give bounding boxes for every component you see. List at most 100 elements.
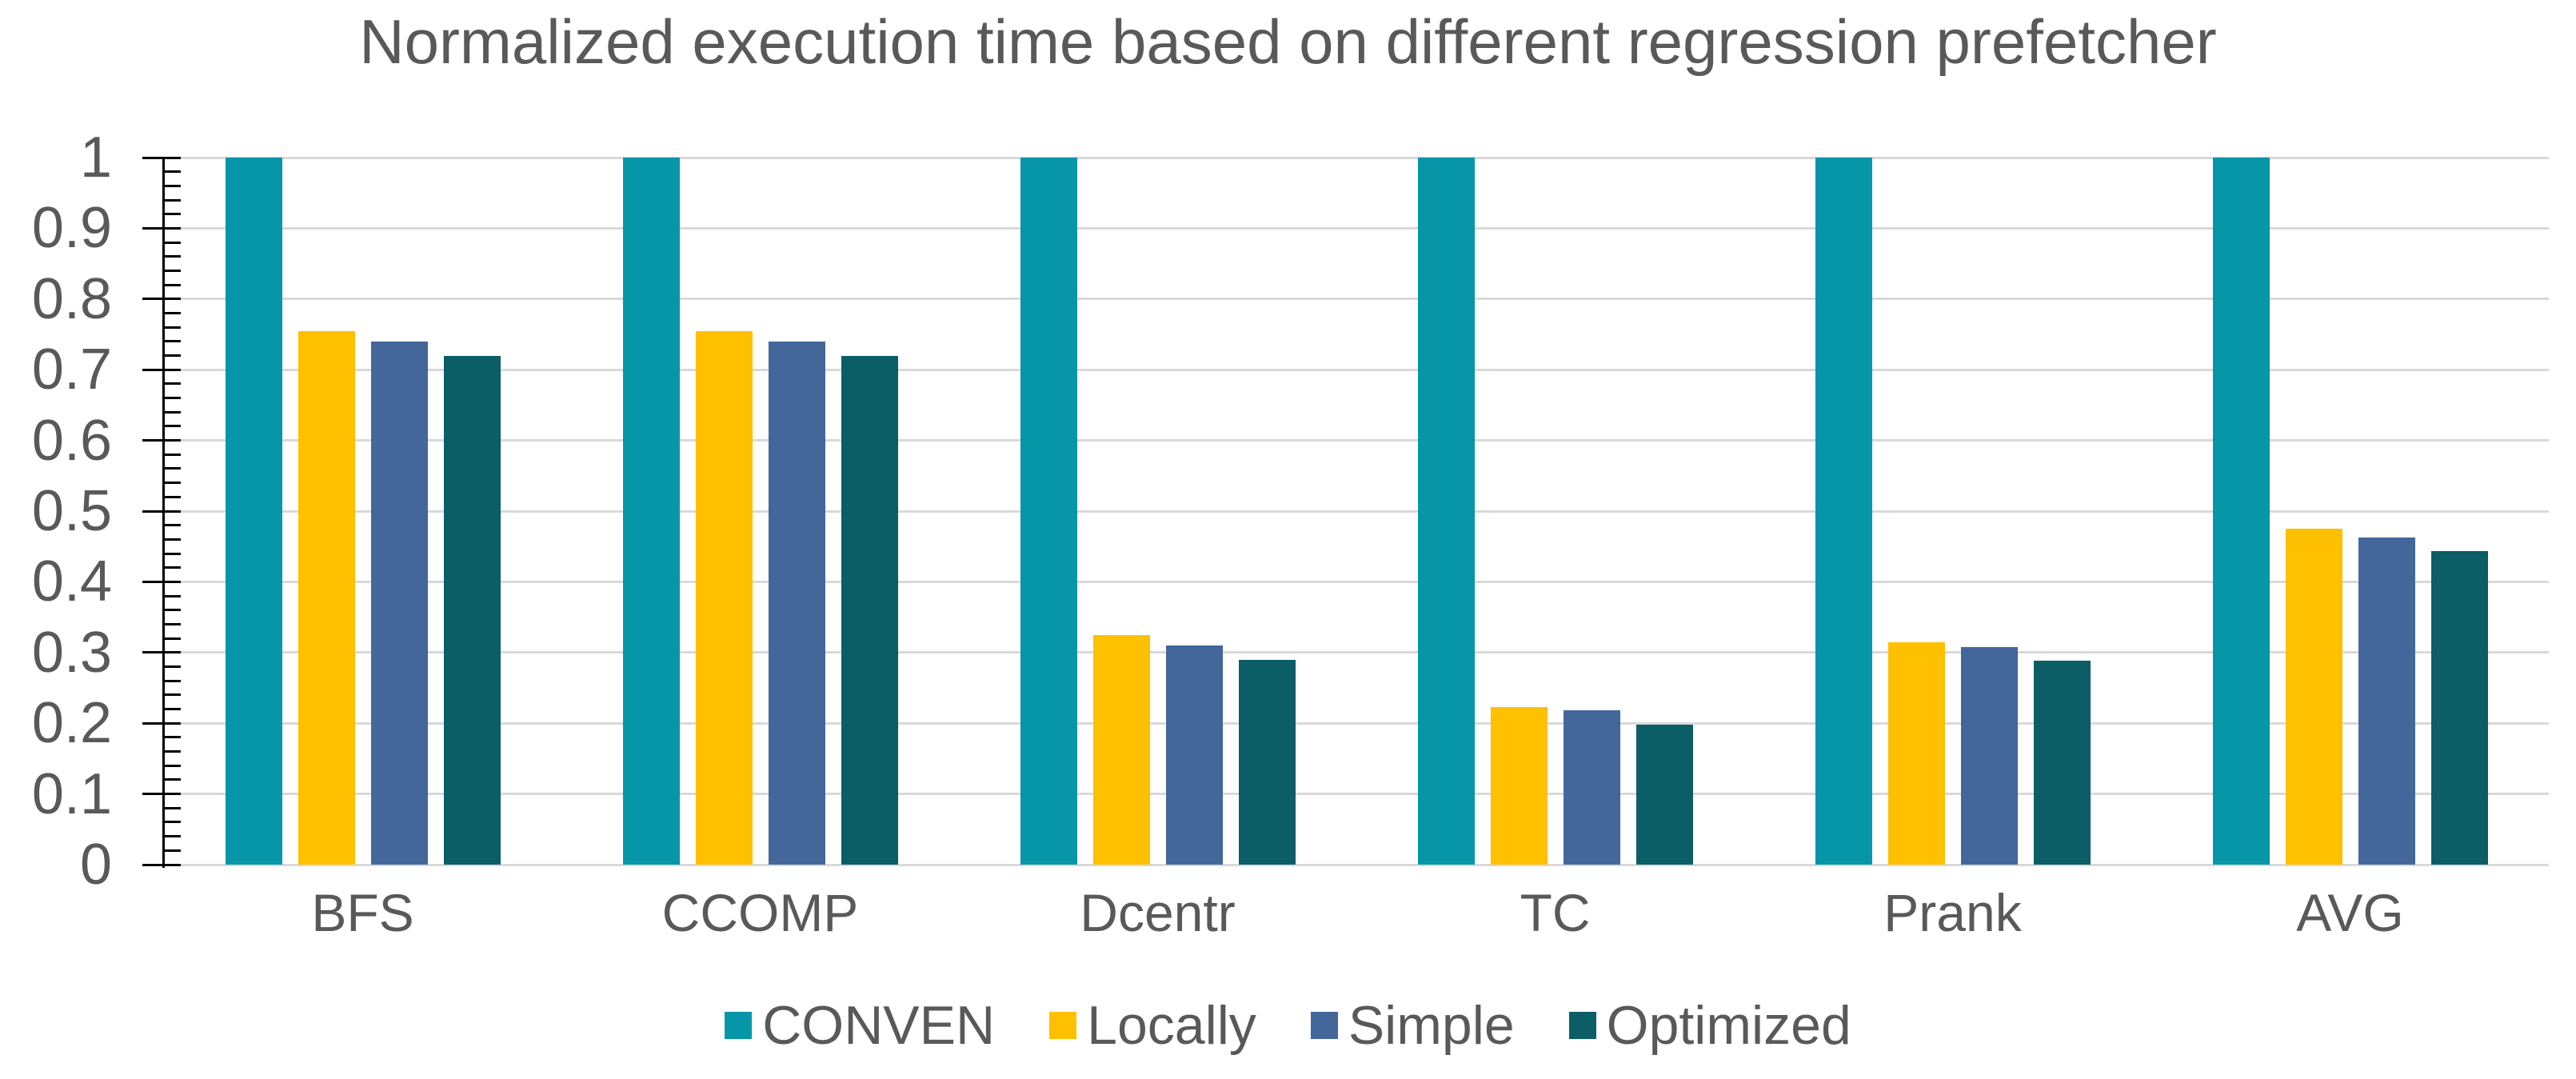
y-minor-tick xyxy=(165,566,181,569)
bar-Simple-BFS xyxy=(370,341,428,865)
bar-Locally-TC xyxy=(1490,706,1548,865)
gridline xyxy=(164,863,2549,866)
bar-CONVEN-CCOMP xyxy=(622,158,680,865)
bar-Simple-Prank xyxy=(1960,646,2018,865)
y-minor-tick xyxy=(165,849,181,852)
bar-CONVEN-Dcentr xyxy=(1020,158,1077,865)
y-minor-tick xyxy=(165,609,181,612)
legend-swatch-icon xyxy=(1049,1012,1077,1039)
y-minor-tick xyxy=(165,482,181,485)
y-minor-tick xyxy=(165,326,181,329)
y-minor-tick xyxy=(165,213,181,216)
legend-swatch-icon xyxy=(1568,1012,1596,1039)
x-axis-label: Dcentr xyxy=(1080,883,1236,942)
y-minor-tick xyxy=(165,269,181,272)
bar-Optimized-Prank xyxy=(2033,661,2091,865)
y-minor-tick xyxy=(165,410,181,414)
y-tick-label: 0 xyxy=(79,833,112,897)
y-tick-label: 0.9 xyxy=(31,196,112,261)
y-major-tick xyxy=(142,439,181,442)
bar-CONVEN-AVG xyxy=(2212,158,2270,865)
x-axis-label: TC xyxy=(1520,883,1591,942)
y-tick-label: 0.2 xyxy=(31,691,112,756)
bar-Locally-CCOMP xyxy=(695,330,753,865)
gridline xyxy=(164,368,2549,371)
y-minor-tick xyxy=(165,806,181,809)
y-major-tick xyxy=(142,863,181,866)
y-tick-label: 0.6 xyxy=(31,408,112,473)
y-tick-label: 1 xyxy=(79,126,112,190)
y-tick-label: 0.1 xyxy=(31,761,112,826)
bar-Simple-CCOMP xyxy=(768,341,825,865)
y-minor-tick xyxy=(165,693,181,697)
y-minor-tick xyxy=(165,778,181,781)
gridline xyxy=(164,439,2549,442)
y-minor-tick xyxy=(165,736,181,739)
bar-CONVEN-BFS xyxy=(225,158,282,865)
legend-label: Simple xyxy=(1348,995,1515,1056)
gridline xyxy=(164,651,2549,654)
y-minor-tick xyxy=(165,170,181,174)
y-minor-tick xyxy=(165,764,181,767)
legend-swatch-icon xyxy=(725,1012,753,1039)
y-minor-tick xyxy=(165,255,181,258)
y-axis-line xyxy=(162,158,165,868)
bar-Optimized-AVG xyxy=(2430,551,2488,865)
legend: CONVEN Locally Simple Optimized xyxy=(0,994,2576,1057)
legend-label: Optimized xyxy=(1606,995,1851,1056)
y-minor-tick xyxy=(165,311,181,314)
y-minor-tick xyxy=(165,425,181,428)
gridline xyxy=(164,721,2549,725)
bar-Simple-Dcentr xyxy=(1165,645,1223,865)
y-minor-tick xyxy=(165,453,181,456)
y-minor-tick xyxy=(165,241,181,244)
y-major-tick xyxy=(142,226,181,230)
y-major-tick xyxy=(142,580,181,583)
y-major-tick xyxy=(142,298,181,301)
y-major-tick xyxy=(142,651,181,654)
bar-Simple-AVG xyxy=(2358,537,2415,865)
y-minor-tick xyxy=(165,198,181,202)
y-major-tick xyxy=(142,793,181,796)
bar-Optimized-CCOMP xyxy=(841,355,898,865)
gridline xyxy=(164,793,2549,796)
y-minor-tick xyxy=(165,750,181,753)
bar-Locally-Prank xyxy=(1887,641,1945,865)
bar-CONVEN-TC xyxy=(1417,158,1475,865)
y-minor-tick xyxy=(165,821,181,824)
y-minor-tick xyxy=(165,538,181,541)
y-minor-tick xyxy=(165,637,181,640)
y-minor-tick xyxy=(165,552,181,555)
x-axis-label: BFS xyxy=(311,883,414,942)
bar-Locally-Dcentr xyxy=(1092,634,1150,865)
y-minor-tick xyxy=(165,382,181,386)
y-tick-label: 0.7 xyxy=(31,338,112,402)
x-axis-label: AVG xyxy=(2296,883,2404,942)
legend-item-Simple: Simple xyxy=(1310,994,1515,1057)
y-minor-tick xyxy=(165,708,181,711)
x-axis-label: Prank xyxy=(1883,883,2022,942)
y-minor-tick xyxy=(165,283,181,286)
legend-item-CONVEN: CONVEN xyxy=(725,994,995,1057)
y-minor-tick xyxy=(165,622,181,625)
y-minor-tick xyxy=(165,467,181,470)
legend-label: Locally xyxy=(1087,995,1256,1056)
gridline xyxy=(164,226,2549,230)
gridline xyxy=(164,510,2549,513)
y-minor-tick xyxy=(165,354,181,358)
bar-Optimized-TC xyxy=(1635,724,1693,865)
gridline xyxy=(164,580,2549,583)
bar-Locally-BFS xyxy=(298,330,355,865)
y-minor-tick xyxy=(165,184,181,187)
y-tick-label: 0.5 xyxy=(31,479,112,543)
legend-item-Locally: Locally xyxy=(1049,994,1256,1057)
y-minor-tick xyxy=(165,340,181,343)
bar-Locally-AVG xyxy=(2285,529,2342,865)
y-minor-tick xyxy=(165,495,181,498)
y-minor-tick xyxy=(165,397,181,400)
y-minor-tick xyxy=(165,835,181,838)
y-minor-tick xyxy=(165,665,181,668)
gridline xyxy=(164,156,2549,159)
y-major-tick xyxy=(142,721,181,725)
